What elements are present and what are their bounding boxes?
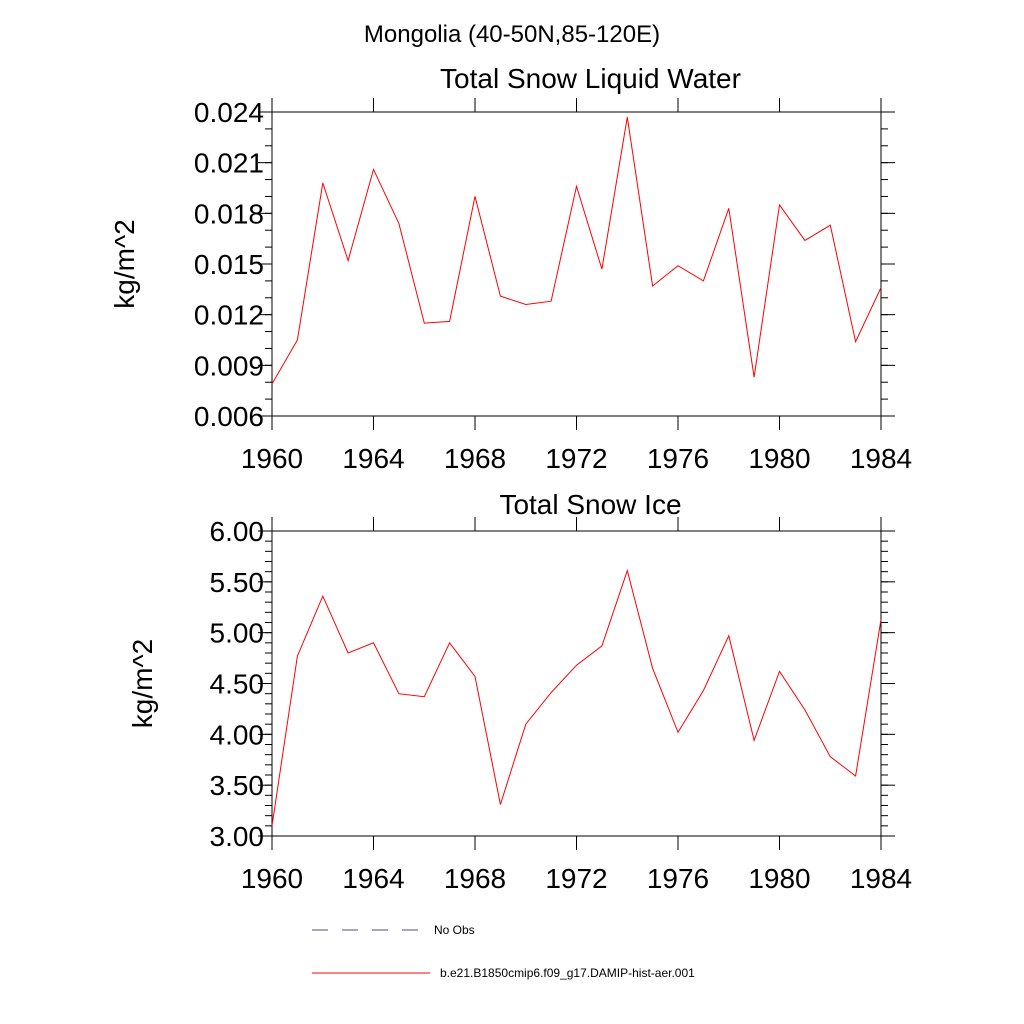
y-tick-label-ice: 4.00 [210, 719, 265, 750]
x-tick-label-liquid: 1984 [850, 443, 912, 474]
legend-label-no-obs: No Obs [434, 923, 475, 937]
x-tick-label-ice: 1960 [241, 863, 303, 894]
panel-title-ice: Total Snow Ice [499, 489, 681, 520]
plot-frame-liquid [271, 111, 882, 417]
y-tick-label-ice: 6.00 [210, 516, 265, 547]
y-tick-label-ice: 4.50 [210, 669, 265, 700]
panel-snow-ice: Total Snow Ice kg/m^2 1960 1964 1968 1972 1976… [127, 489, 912, 894]
x-tick-label-liquid: 1976 [647, 443, 709, 474]
x-tick-label-ice: 1964 [342, 863, 404, 894]
x-tick-label-liquid: 1964 [342, 443, 404, 474]
x-tick-label-liquid: 1968 [444, 443, 506, 474]
y-axis-label-liquid: kg/m^2 [109, 219, 140, 308]
y-tick-label-ice: 5.50 [210, 567, 265, 598]
panel-title-liquid: Total Snow Liquid Water [440, 63, 741, 94]
x-tick-label-ice: 1980 [748, 863, 810, 894]
y-tick-label-liquid: 0.018 [194, 198, 264, 229]
y-tick-label-ice: 3.00 [210, 821, 265, 852]
y-tick-label-liquid: 0.021 [194, 148, 264, 179]
x-tick-label-liquid: 1972 [545, 443, 607, 474]
x-tick-label-liquid: 1980 [748, 443, 810, 474]
y-tick-label-liquid: 0.012 [194, 300, 264, 331]
y-axis-label-ice: kg/m^2 [127, 639, 158, 728]
y-tick-label-liquid: 0.009 [194, 350, 264, 381]
y-tick-label-liquid: 0.015 [194, 249, 264, 280]
plot-frame-ice [271, 530, 882, 837]
panel-snow-liquid-water: Total Snow Liquid Water kg/m^2 1960 1964 196… [109, 63, 912, 474]
series-line-liquid [271, 117, 882, 385]
x-tick-label-ice: 1972 [545, 863, 607, 894]
series-line-ice [271, 568, 882, 826]
legend: No Obs b.e21.B1850cmip6.f09_g17.DAMIP-hi… [312, 923, 695, 980]
legend-label-model-run: b.e21.B1850cmip6.f09_g17.DAMIP-hist-aer.… [440, 966, 695, 980]
x-tick-label-liquid: 1960 [241, 443, 303, 474]
x-tick-label-ice: 1968 [444, 863, 506, 894]
y-tick-label-liquid: 0.006 [194, 401, 264, 432]
x-tick-label-ice: 1976 [647, 863, 709, 894]
chart-suptitle: Mongolia (40-50N,85-120E) [364, 21, 660, 48]
y-tick-label-ice: 3.50 [210, 770, 265, 801]
y-tick-label-liquid: 0.024 [194, 97, 264, 128]
y-tick-label-ice: 5.00 [210, 618, 265, 649]
x-tick-label-ice: 1984 [850, 863, 912, 894]
